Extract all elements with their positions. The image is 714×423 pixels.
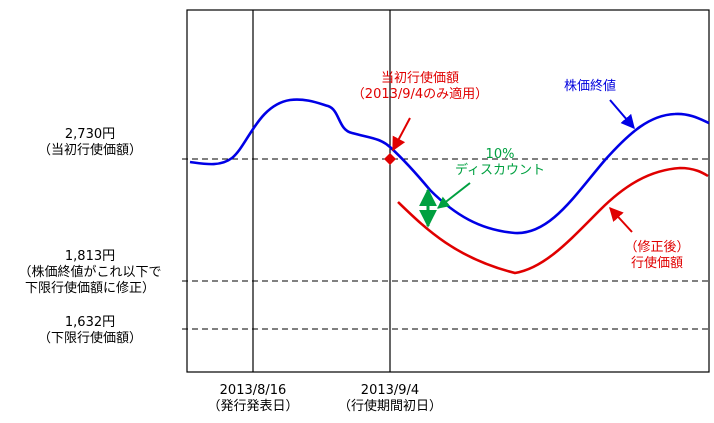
plot-frame xyxy=(186,9,710,373)
level-threshold-price: 1,813円 xyxy=(64,249,116,264)
level-floor-price: 1,632円 xyxy=(64,315,116,330)
level-label-floor: 1,632円 （下限行使価額） xyxy=(0,315,180,347)
level-floor-desc: （下限行使価額） xyxy=(37,331,142,346)
date-label-issue: 2013/8/16 （発行発表日） xyxy=(193,383,313,415)
date-issue-value: 2013/8/16 xyxy=(219,383,287,398)
level-initial-price: 2,730円 xyxy=(64,127,116,142)
discount-annotation: 10% ディスカウント xyxy=(445,147,555,179)
discount-pointer-arrow xyxy=(437,182,471,209)
discount-percent: 10% xyxy=(485,147,515,162)
level-initial-desc: （当初行使価額） xyxy=(37,143,142,158)
initial-strike-arrow xyxy=(392,117,411,152)
initial-strike-annotation: 当初行使価額 （2013/9/4のみ適用） xyxy=(330,71,510,103)
date-exercise-value: 2013/9/4 xyxy=(360,383,420,398)
date-label-exercise-start: 2013/9/4 （行使期間初日） xyxy=(325,383,455,415)
initial-strike-title: 当初行使価額 xyxy=(380,71,459,86)
level-threshold-desc-2: 下限行使価額に修正） xyxy=(24,281,155,296)
series-stock-label: 株価終値 xyxy=(563,79,616,94)
date-exercise-desc: （行使期間初日） xyxy=(337,399,442,414)
stock-price-arrow xyxy=(609,99,635,130)
series-strike-label-1: （修正後） xyxy=(624,240,690,255)
series-strike-label: （修正後） 行使価額 xyxy=(612,240,702,272)
series-stock-price-line xyxy=(189,98,710,235)
level-label-initial: 2,730円 （当初行使価額） xyxy=(0,127,180,159)
initial-strike-marker xyxy=(384,153,396,165)
initial-strike-note: （2013/9/4のみ適用） xyxy=(351,87,489,102)
level-label-threshold: 1,813円 （株価終値がこれ以下で 下限行使価額に修正） xyxy=(0,249,180,297)
level-threshold-desc-1: （株価終値がこれ以下で xyxy=(18,265,162,280)
series-strike-price-line xyxy=(397,166,709,275)
discount-word: ディスカウント xyxy=(454,163,546,178)
series-strike-label-2: 行使価額 xyxy=(630,256,683,271)
date-issue-desc: （発行発表日） xyxy=(207,399,299,414)
strike-price-arrow xyxy=(609,206,633,233)
